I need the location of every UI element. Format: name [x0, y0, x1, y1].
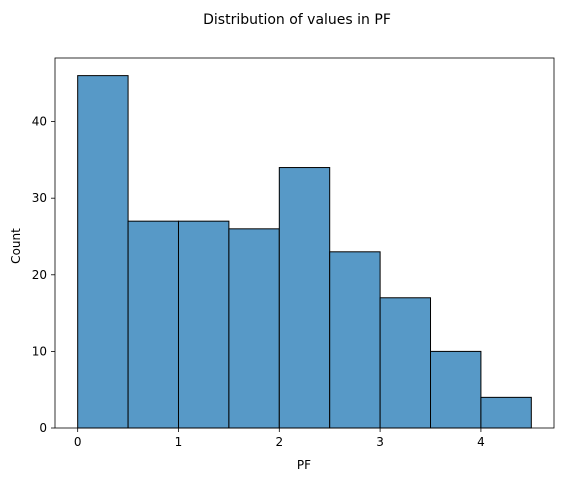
x-tick-label: 1	[175, 435, 183, 449]
histogram-bar-4	[278, 167, 331, 429]
y-axis-ticks: 0 10 20 30 40	[32, 115, 55, 435]
histogram-bar-2	[177, 220, 230, 429]
histogram-bar-0	[77, 75, 129, 429]
y-tick-label: 0	[39, 421, 47, 435]
plot-frame	[54, 57, 555, 429]
bars-group	[77, 75, 532, 429]
y-tick-label: 10	[32, 344, 47, 358]
chart-title: Distribution of values in PF	[203, 12, 391, 28]
x-axis-ticks: 0 1 2 3 4	[74, 428, 485, 449]
y-tick-label: 20	[32, 268, 47, 282]
histogram-bar-3	[228, 228, 280, 429]
histogram-bar-8	[480, 396, 532, 429]
histogram-bar-7	[430, 350, 482, 429]
y-tick-label: 30	[32, 191, 47, 205]
y-axis-label: Count	[9, 228, 23, 264]
y-tick-label: 40	[32, 115, 47, 129]
x-tick-label: 4	[477, 435, 485, 449]
histogram-bar-6	[379, 297, 432, 429]
histogram-bar-1	[127, 220, 179, 429]
histogram-bar-5	[329, 251, 381, 429]
x-tick-label: 0	[74, 435, 82, 449]
x-axis-label: PF	[297, 458, 311, 472]
x-tick-label: 3	[376, 435, 384, 449]
x-tick-label: 2	[275, 435, 283, 449]
